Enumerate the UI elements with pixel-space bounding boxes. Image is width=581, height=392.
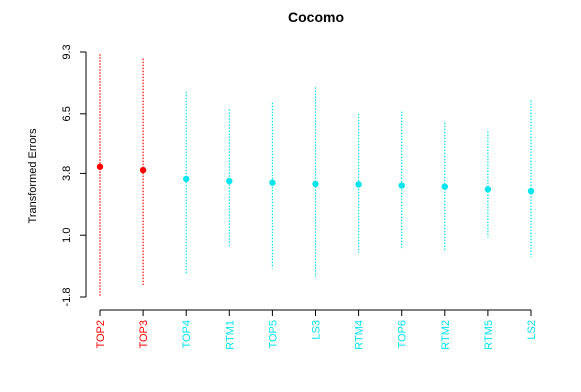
point-rtm2 <box>441 183 448 190</box>
y-axis-label: Transformed Errors <box>27 128 39 223</box>
x-tick-label: LS2 <box>526 320 538 340</box>
point-top5 <box>269 179 276 186</box>
point-top4 <box>183 175 190 183</box>
point-rtm4 <box>355 181 362 188</box>
x-tick-label: RTM5 <box>483 320 495 350</box>
x-tick-label: TOP5 <box>267 320 279 349</box>
x-tick-label: TOP4 <box>181 320 193 349</box>
point-rtm5 <box>484 186 492 193</box>
y-tick-label: 1.0 <box>61 228 73 243</box>
y-tick-label: 6.5 <box>61 106 73 121</box>
y-tick-label: 3.8 <box>61 166 73 181</box>
x-tick-label: RTM2 <box>440 320 452 350</box>
x-tick-label: LS3 <box>311 320 323 340</box>
point-top2 <box>96 163 104 170</box>
error-bars <box>96 54 535 297</box>
x-ticks: TOP2 TOP3 TOP4 RTM1 TOP5 LS3 RTM4 TOP6 RTM2 RTM5 L… <box>95 310 538 350</box>
y-ticks: -1.8 1.0 3.8 6.5 9.3 <box>61 44 86 306</box>
x-tick-label: TOP6 <box>397 320 409 349</box>
point-rtm1 <box>226 177 233 185</box>
point-top6 <box>398 182 405 189</box>
x-tick-label: RTM1 <box>224 320 236 350</box>
x-tick-label: TOP2 <box>95 320 107 349</box>
point-ls3 <box>312 180 319 188</box>
point-top3 <box>139 166 147 174</box>
x-tick-label: RTM4 <box>354 320 366 350</box>
y-tick-label: -1.8 <box>61 288 73 307</box>
y-tick-label: 9.3 <box>61 44 73 59</box>
point-ls2 <box>527 187 535 195</box>
chart-title: Cocomo <box>288 9 344 25</box>
x-tick-label: TOP3 <box>138 320 150 349</box>
